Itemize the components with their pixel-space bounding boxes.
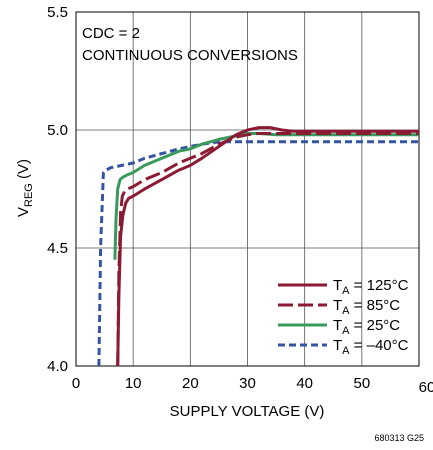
legend-label-3: TA = –40°C [333,337,409,357]
series-line-1 [116,132,419,367]
y-tick-label: 5.5 [47,4,68,21]
x-tick-label: 30 [239,375,256,392]
y-tick-label: 4.0 [47,358,68,375]
y-axis-title: VREG (V) [15,159,35,217]
plot-frame [75,11,420,367]
tick-labels: 0 10 20 30 40 50 60 4.0 4.5 5.0 5.5 [47,4,433,396]
legend-label-1: TA = 85°C [333,297,400,317]
annotation-cdc: CDC = 2 [82,25,140,42]
legend-label-2: TA = 25°C [333,317,400,337]
figure-id: 680313 G25 [374,433,424,443]
legend: TA = 125°CTA = 85°CTA = 25°CTA = –40°C [278,277,409,357]
x-tick-label: 50 [353,375,370,392]
series-line-3 [97,140,419,367]
y-tick-label: 4.5 [47,240,68,257]
y-axis-title-subscript: REG [23,183,35,207]
y-axis-title-main: V [15,207,32,217]
y-tick-label: 5.0 [47,122,68,139]
x-tick-label: 60 [419,379,433,396]
series-line-0 [116,126,419,367]
x-tick-label: 10 [125,375,142,392]
annotation-continuous-conversions: CONTINUOUS CONVERSIONS [82,47,298,64]
x-tick-label: 0 [72,375,80,392]
x-tick-label: 40 [296,375,313,392]
y-axis-title-unit: (V) [15,159,32,183]
x-tick-label: 20 [182,375,199,392]
legend-label-0: TA = 125°C [333,277,409,297]
series-lines [97,126,419,367]
x-axis-title: SUPPLY VOLTAGE (V) [170,403,325,420]
